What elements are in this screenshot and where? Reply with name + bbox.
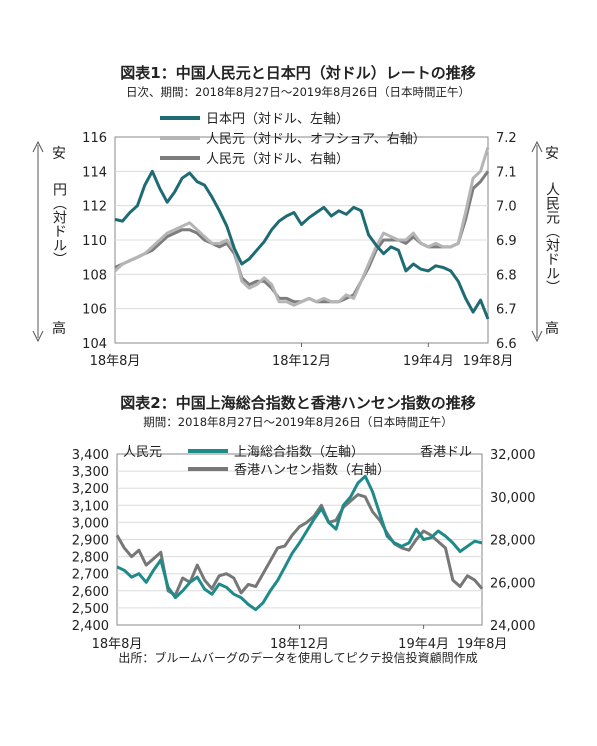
right-top-label: 安	[545, 146, 559, 162]
left-top-label: 安	[52, 146, 66, 162]
left-arrow-up-icon	[32, 140, 44, 153]
chart-2-legend: 上海総合指数（左軸） 香港ハンセン指数（右軸）	[188, 445, 390, 478]
y-right-tick-label: 28,000	[490, 534, 536, 549]
x-tick-label: 18年12月	[272, 354, 331, 369]
y-left-tick-label: 3,100	[72, 499, 109, 514]
y-right-tick-label: 6.6	[496, 337, 517, 352]
chart-2-left-unit: 人民元	[123, 445, 162, 460]
y-right-tick-label: 6.8	[496, 268, 517, 283]
left-axis-title: 円（対ドル）	[51, 182, 67, 266]
right-bottom-label: 高	[545, 320, 559, 337]
y-right-tick-label: 7.0	[496, 200, 517, 215]
chart-1-gridlines	[115, 170, 488, 310]
y-right-tick-label: 24,000	[490, 619, 536, 634]
x-tick-label: 18年12月	[270, 637, 329, 652]
y-left-tick-label: 114	[82, 165, 107, 180]
legend-label-cnh-offshore: 人民元（対ドル、オフショア、右軸）	[206, 132, 426, 147]
chart-1-series-group	[113, 146, 490, 320]
y-left-tick-label: 106	[82, 303, 107, 318]
y-left-tick-label: 2,600	[72, 585, 109, 600]
y-left-tick-label: 3,300	[72, 465, 109, 480]
y-right-tick-label: 26,000	[490, 576, 536, 591]
left-bottom-label: 高	[52, 320, 66, 337]
chart-2: 図表2：中国上海総合指数と香港ハンセン指数の推移 期間：2018年8月27日～2…	[72, 394, 536, 652]
x-tick-label: 18年8月	[90, 354, 141, 369]
y-left-tick-label: 3,400	[72, 448, 109, 463]
y-left-tick-label: 2,400	[72, 619, 109, 634]
series-line-0	[116, 474, 483, 612]
chart-1-left-axis-direction: 安 高 円（対ドル）	[32, 140, 67, 343]
chart-1-right-axis-direction: 安 高 人民元（対ドル）	[531, 140, 560, 343]
right-arrow-down-icon	[531, 330, 543, 343]
legend-label-shanghai: 上海総合指数（左軸）	[234, 445, 364, 460]
chart-2-gridlines	[117, 470, 482, 609]
y-left-tick-label: 2,700	[72, 568, 109, 583]
y-left-tick-label: 3,000	[72, 516, 109, 531]
x-tick-label: 18年8月	[92, 637, 143, 652]
y-left-tick-label: 108	[82, 268, 107, 283]
chart-1-subtitle: 日次、期間：2018年8月27日～2019年8月26日（日本時間正午）	[126, 85, 470, 99]
source-note: 出所：ブルームバーグのデータを使用してピクテ投信投資顧問作成	[118, 650, 477, 665]
chart-2-right-ticks: 32,000 30,000 28,000 26,000 24,000	[490, 448, 536, 634]
series-line-0	[114, 169, 490, 320]
y-left-tick-label: 2,500	[72, 602, 109, 617]
chart-2-left-ticks: 3,400 3,300 3,200 3,100 3,000 2,900 2,800 2,700…	[72, 448, 109, 634]
chart-1-left-ticks: 116 114 112 110 108 106 104	[82, 131, 107, 352]
y-left-tick-label: 2,900	[72, 534, 109, 549]
y-left-tick-label: 110	[82, 234, 107, 249]
y-left-tick-label: 2,800	[72, 551, 109, 566]
chart-2-subtitle: 期間：2018年8月27日～2019年8月26日（日本時間正午）	[143, 415, 452, 429]
y-left-tick-label: 3,200	[72, 482, 109, 497]
x-tick-label: 19年8月	[457, 637, 508, 652]
chart-2-title: 図表2：中国上海総合指数と香港ハンセン指数の推移	[120, 394, 475, 412]
legend-label-hangseng: 香港ハンセン指数（右軸）	[234, 463, 390, 478]
chart-1: 図表1：中国人民元と日本円（対ドル）レートの推移 日次、期間：2018年8月27…	[32, 64, 560, 369]
right-arrow-up-icon	[531, 140, 543, 153]
chart-1-legend: 日本円（対ドル、左軸） 人民元（対ドル、オフショア、右軸） 人民元（対ドル、右軸…	[160, 112, 426, 167]
chart-1-title: 図表1：中国人民元と日本円（対ドル）レートの推移	[120, 64, 475, 82]
chart-1-x-ticks: 18年8月 18年12月 19年4月 19年8月	[90, 343, 514, 369]
x-tick-label: 19年4月	[398, 637, 449, 652]
y-left-tick-label: 116	[82, 131, 107, 146]
y-right-tick-label: 32,000	[490, 448, 536, 463]
y-right-tick-label: 6.9	[496, 234, 517, 249]
chart-2-right-unit: 香港ドル	[420, 445, 472, 460]
left-arrow-down-icon	[32, 330, 44, 343]
y-right-tick-label: 6.7	[496, 303, 517, 318]
x-tick-label: 19年4月	[403, 354, 454, 369]
chart-2-x-ticks: 18年8月 18年12月 19年4月 19年8月	[92, 625, 508, 652]
right-axis-title: 人民元（対ドル）	[544, 182, 560, 294]
y-right-tick-label: 7.2	[496, 131, 517, 146]
legend-label-cny: 人民元（対ドル、右軸）	[206, 152, 349, 167]
y-right-tick-label: 30,000	[490, 491, 536, 506]
y-right-tick-label: 7.1	[496, 165, 517, 180]
y-left-tick-label: 112	[82, 200, 107, 215]
y-left-tick-label: 104	[82, 337, 107, 352]
chart-2-series-group	[115, 474, 484, 612]
chart-1-right-ticks: 7.2 7.1 7.0 6.9 6.8 6.7 6.6	[496, 131, 517, 352]
series-line-1	[113, 146, 490, 307]
x-tick-label: 19年8月	[463, 354, 514, 369]
legend-label-jpy: 日本円（対ドル、左軸）	[206, 112, 349, 127]
